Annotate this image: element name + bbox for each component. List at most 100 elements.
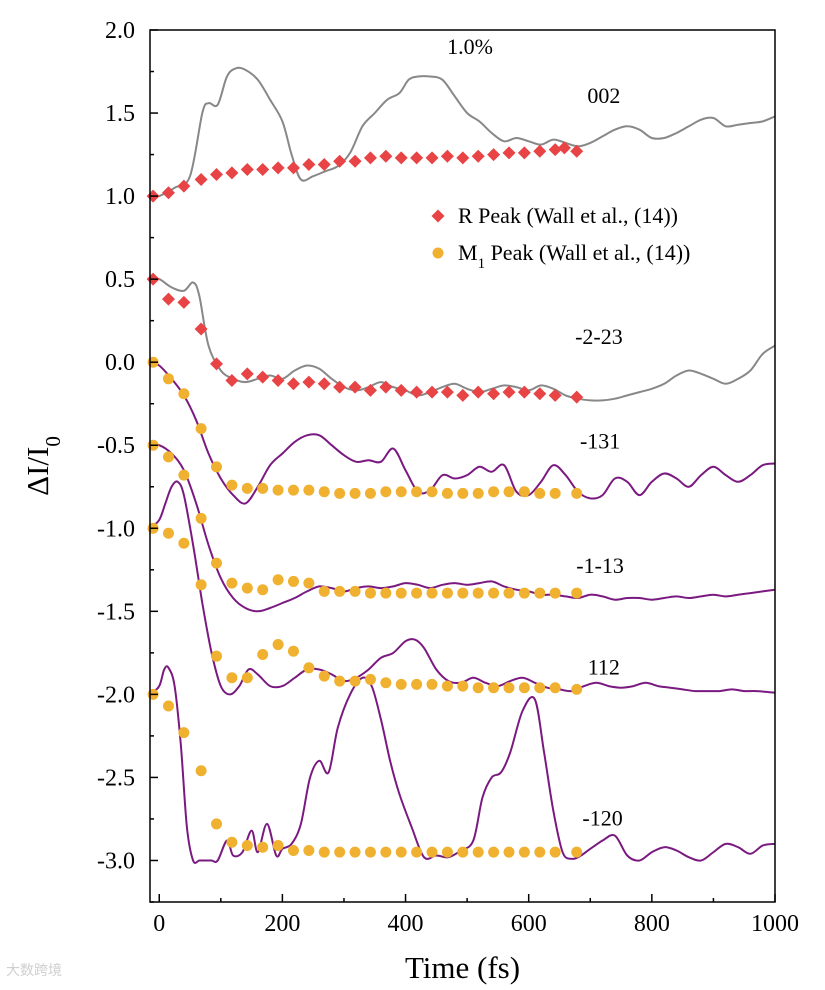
watermark-text: 大数跨境: [6, 963, 62, 979]
m1-peak-marker: [241, 840, 253, 852]
x-tick-label: 600: [511, 911, 547, 937]
m1-peak-marker: [318, 486, 330, 498]
m1-peak-marker: [334, 585, 346, 597]
r-peak-marker: [410, 151, 424, 165]
r-peak-marker: [317, 377, 331, 391]
m1-peak-marker: [257, 482, 269, 494]
m1-peak-marker: [426, 587, 438, 599]
m1-peak-marker: [380, 587, 392, 599]
markers-layer: [146, 141, 584, 858]
series-line--120: [149, 665, 776, 864]
m1-peak-marker: [426, 846, 438, 858]
m1-peak-marker: [441, 680, 453, 692]
m1-peak-marker: [303, 845, 315, 857]
m1-peak-marker: [457, 487, 469, 499]
m1-peak-marker: [257, 649, 269, 661]
r-peak-marker: [333, 154, 347, 168]
curve-label: 112: [588, 654, 620, 679]
m1-peak-marker: [395, 846, 407, 858]
m1-peak-marker: [349, 846, 361, 858]
r-peak-marker: [394, 383, 408, 397]
m1-peak-marker: [549, 682, 561, 694]
m1-peak-marker: [472, 846, 484, 858]
m1-peak-marker: [195, 765, 207, 777]
m1-peak-marker: [380, 486, 392, 498]
m1-peak-marker: [287, 845, 299, 857]
r-peak-marker: [502, 146, 516, 160]
m1-peak-marker: [287, 484, 299, 496]
m1-peak-marker: [534, 587, 546, 599]
m1-peak-marker: [488, 846, 500, 858]
m1-peak-marker: [472, 487, 484, 499]
legend-label-r-peak: R Peak (Wall et al., (14)): [458, 203, 678, 228]
m1-peak-marker: [488, 587, 500, 599]
scale-annotation: 1.0%: [447, 34, 493, 59]
r-peak-marker: [440, 149, 454, 163]
m1-peak-marker: [211, 461, 223, 473]
curve-label: -120: [582, 806, 622, 831]
r-peak-marker: [379, 380, 393, 394]
curves-layer: [149, 66, 776, 864]
r-peak-marker: [194, 172, 208, 186]
r-peak-marker: [471, 149, 485, 163]
m1-peak-marker: [272, 840, 284, 852]
m1-peak-marker: [334, 675, 346, 687]
m1-peak-marker: [318, 585, 330, 597]
r-peak-marker: [256, 370, 270, 384]
m1-peak-marker: [226, 479, 238, 491]
m1-peak-marker: [571, 587, 583, 599]
r-peak-marker: [456, 388, 470, 402]
m1-peak-marker: [549, 587, 561, 599]
r-peak-marker: [348, 154, 362, 168]
r-peak-marker: [570, 390, 584, 404]
r-peak-marker: [177, 295, 191, 309]
m1-peak-marker: [287, 645, 299, 657]
curve-label: -2-23: [575, 324, 623, 349]
m1-peak-marker: [380, 846, 392, 858]
r-peak-marker: [394, 151, 408, 165]
m1-peak-marker: [380, 677, 392, 689]
m1-peak-marker: [241, 582, 253, 594]
m1-peak-marker: [488, 682, 500, 694]
r-peak-marker: [286, 377, 300, 391]
x-tick-label: 200: [264, 911, 300, 937]
legend-circle-marker: [432, 247, 444, 259]
m1-peak-marker: [411, 678, 423, 690]
m1-peak-marker: [178, 727, 190, 739]
r-peak-marker: [533, 144, 547, 158]
m1-peak-marker: [457, 587, 469, 599]
r-peak-marker: [548, 143, 562, 157]
x-tick-label: 1000: [751, 911, 799, 937]
m1-peak-marker: [441, 487, 453, 499]
m1-peak-marker: [488, 486, 500, 498]
m1-peak-marker: [226, 577, 238, 589]
m1-peak-marker: [441, 587, 453, 599]
m1-peak-marker: [364, 587, 376, 599]
r-peak-marker: [240, 367, 254, 381]
m1-peak-marker: [303, 484, 315, 496]
m1-peak-marker: [503, 846, 515, 858]
m1-peak-marker: [395, 587, 407, 599]
r-peak-marker: [456, 151, 470, 165]
series-line-002: [149, 66, 776, 199]
r-peak-marker: [194, 322, 208, 336]
m1-peak-marker: [349, 585, 361, 597]
m1-peak-marker: [426, 678, 438, 690]
m1-peak-marker: [226, 836, 238, 848]
r-peak-marker: [517, 385, 531, 399]
m1-peak-marker: [364, 487, 376, 499]
labels-layer: Time (fs) ΔI/I0 1.0% 002 -2-23 -131 -1-13 112 -1…: [20, 34, 624, 985]
m1-peak-marker: [272, 484, 284, 496]
m1-peak-marker: [503, 587, 515, 599]
m1-peak-marker: [571, 683, 583, 695]
r-peak-marker: [348, 380, 362, 394]
r-peak-marker: [225, 166, 239, 180]
plot-frame: [149, 29, 776, 903]
r-peak-marker: [302, 158, 316, 172]
r-peak-marker: [487, 148, 501, 162]
m1-peak-marker: [195, 579, 207, 591]
r-peak-marker: [363, 383, 377, 397]
m1-peak-marker: [162, 373, 174, 385]
m1-peak-marker: [334, 487, 346, 499]
m1-peak-marker: [472, 682, 484, 694]
